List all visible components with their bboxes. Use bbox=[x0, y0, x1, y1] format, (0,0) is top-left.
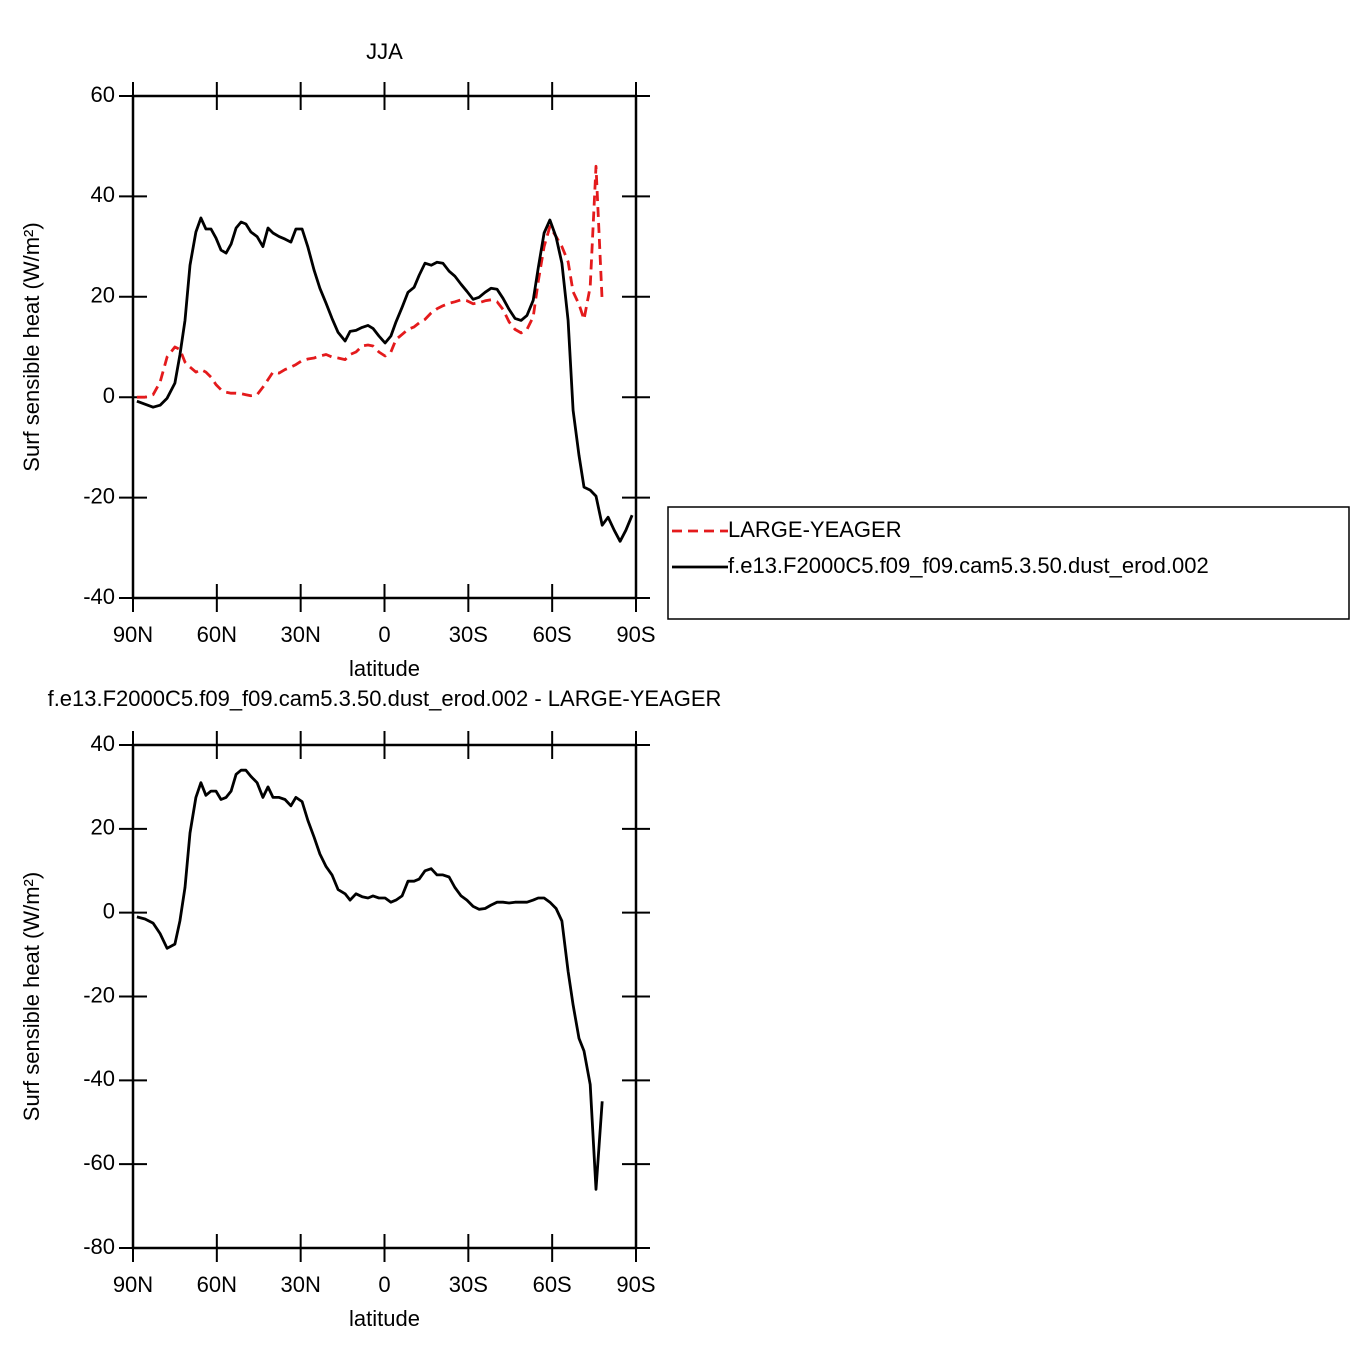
legend-box bbox=[667, 506, 1350, 620]
series-line bbox=[136, 164, 604, 399]
x-tick-label: 30N bbox=[280, 622, 320, 647]
x-tick-label: 30S bbox=[449, 622, 488, 647]
y-tick-label: -60 bbox=[83, 1150, 115, 1175]
y-tick-label: 0 bbox=[103, 383, 115, 408]
y-tick-label: 60 bbox=[91, 82, 115, 107]
chart-title: JJA bbox=[366, 39, 403, 64]
plot-frame bbox=[131, 94, 638, 600]
y-axis-label: Surf sensible heat (W/m²) bbox=[19, 872, 44, 1121]
x-tick-label: 0 bbox=[378, 1272, 390, 1297]
x-axis-label: latitude bbox=[349, 656, 420, 681]
y-tick-label: 40 bbox=[91, 731, 115, 756]
series-line bbox=[136, 768, 604, 1191]
x-tick-label: 90S bbox=[616, 1272, 655, 1297]
x-tick-label: 30N bbox=[280, 1272, 320, 1297]
y-tick-label: -20 bbox=[83, 483, 115, 508]
x-tick-label: 60S bbox=[533, 1272, 572, 1297]
x-tick-label: 90N bbox=[113, 1272, 153, 1297]
series-line bbox=[136, 216, 634, 543]
y-tick-label: -20 bbox=[83, 982, 115, 1007]
legend-label: f.e13.F2000C5.f09_f09.cam5.3.50.dust_ero… bbox=[728, 553, 1209, 578]
x-tick-label: 0 bbox=[378, 622, 390, 647]
y-tick-label: 20 bbox=[91, 283, 115, 308]
plot-frame bbox=[131, 743, 638, 1250]
legend-label: LARGE-YEAGER bbox=[728, 517, 902, 542]
y-tick-label: -40 bbox=[83, 1066, 115, 1091]
y-tick-label: 0 bbox=[103, 898, 115, 923]
y-tick-label: -80 bbox=[83, 1234, 115, 1259]
x-tick-label: 30S bbox=[449, 1272, 488, 1297]
y-tick-label: -40 bbox=[83, 584, 115, 609]
chart-title: f.e13.F2000C5.f09_f09.cam5.3.50.dust_ero… bbox=[48, 686, 722, 711]
x-tick-label: 90N bbox=[113, 622, 153, 647]
x-axis-label: latitude bbox=[349, 1306, 420, 1331]
y-axis-label: Surf sensible heat (W/m²) bbox=[19, 222, 44, 471]
x-tick-label: 60N bbox=[197, 1272, 237, 1297]
x-tick-label: 60N bbox=[197, 622, 237, 647]
y-tick-label: 20 bbox=[91, 815, 115, 840]
y-tick-label: 40 bbox=[91, 182, 115, 207]
x-tick-label: 90S bbox=[616, 622, 655, 647]
x-tick-label: 60S bbox=[533, 622, 572, 647]
